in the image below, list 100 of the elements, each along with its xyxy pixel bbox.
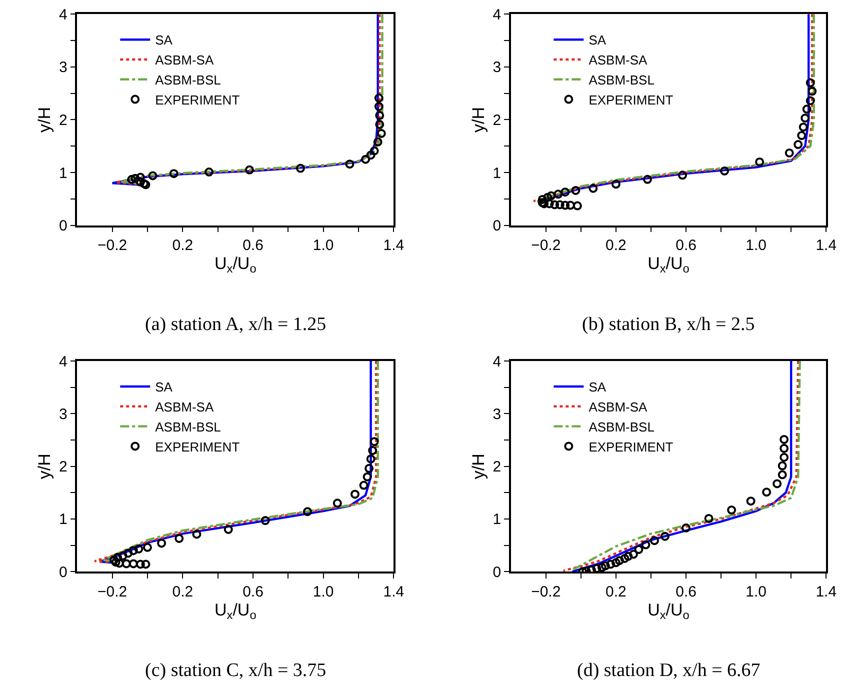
x-axis-title: U$_{x}$/U$_{o}$ <box>648 600 690 622</box>
point <box>350 490 360 499</box>
point <box>555 200 564 210</box>
point <box>148 171 158 180</box>
point <box>794 140 803 150</box>
point <box>136 560 145 569</box>
point <box>368 446 378 456</box>
y-tick-label: 1 <box>492 164 502 182</box>
y-tick-label: 1 <box>59 164 68 182</box>
point <box>800 114 810 123</box>
point <box>806 96 815 106</box>
text: (a) station A, x/h = 1.25 <box>145 314 326 335</box>
y-axis-title: y/H <box>35 106 54 132</box>
point <box>359 480 368 490</box>
point <box>118 551 128 560</box>
y-tick-label: 3 <box>59 406 68 423</box>
y-tick-label: 0 <box>59 564 68 581</box>
text: (d) station D, x/h = 6.67 <box>577 660 760 681</box>
point <box>376 128 386 138</box>
point <box>802 104 812 114</box>
point <box>772 479 782 488</box>
point <box>364 464 374 473</box>
legend-label: EXPERIMENT <box>155 439 240 454</box>
point <box>597 562 606 572</box>
legend-label: EXPERIMENT <box>588 439 674 454</box>
point <box>746 496 756 506</box>
y-tick-label: 3 <box>59 59 68 76</box>
y-tick-label: 4 <box>59 353 68 370</box>
x-tick-label: 0.2 <box>172 583 194 600</box>
y-tick-label: 4 <box>492 6 502 24</box>
x-tick-label: −0.2 <box>531 583 561 600</box>
point <box>778 461 787 470</box>
point <box>374 94 384 103</box>
y-tick-label: 4 <box>492 353 502 370</box>
point <box>560 200 570 210</box>
point <box>141 180 150 190</box>
point <box>134 544 144 554</box>
point <box>780 444 789 453</box>
point <box>303 507 312 516</box>
point <box>375 120 384 129</box>
point <box>762 488 772 497</box>
x-axis-title: U$_{x}$/U$_{o}$ <box>648 254 690 276</box>
point <box>727 506 736 515</box>
point <box>808 86 817 96</box>
legend-label: SA <box>155 380 173 395</box>
x-tick-label: 0.6 <box>676 237 696 254</box>
x-tick-label: 0.6 <box>242 237 264 254</box>
point <box>571 186 580 195</box>
point <box>641 540 650 550</box>
point <box>375 110 384 120</box>
legend-label: EXPERIMENT <box>588 92 674 108</box>
point <box>780 452 789 462</box>
legend-label: ASBM-SA <box>588 52 648 68</box>
x-tick-label: 1.0 <box>746 237 767 254</box>
point <box>244 165 254 174</box>
point <box>704 514 714 523</box>
y-axis-title: y/H <box>35 454 54 480</box>
point <box>128 546 138 556</box>
legend-label: ASBM-SA <box>155 399 214 414</box>
point <box>169 169 178 178</box>
point <box>296 164 305 173</box>
point <box>566 200 575 210</box>
point <box>141 560 150 569</box>
point <box>366 454 376 464</box>
point <box>538 194 547 204</box>
point <box>373 137 382 146</box>
point <box>784 148 794 158</box>
y-tick-label: 0 <box>492 218 502 235</box>
point <box>660 532 670 541</box>
x-tick-label: 0.2 <box>606 583 626 600</box>
point <box>142 542 152 552</box>
point <box>620 554 630 563</box>
x-tick-label: 0.6 <box>676 583 696 600</box>
x-tick-label: 1.4 <box>383 237 404 254</box>
point <box>624 552 633 561</box>
point <box>157 538 166 548</box>
x-tick-label: 1.0 <box>746 583 767 600</box>
point <box>778 470 787 480</box>
point <box>611 180 620 189</box>
x-tick-label: 0.6 <box>242 583 264 600</box>
y-tick-label: 2 <box>492 458 502 476</box>
point <box>174 534 184 543</box>
legend-label: SA <box>155 32 173 48</box>
point <box>614 556 624 566</box>
point <box>634 545 644 554</box>
y-tick-label: 1 <box>59 511 68 528</box>
text: (b) station B, x/h = 2.5 <box>582 314 755 335</box>
point <box>128 559 138 568</box>
x-tick-label: 1.4 <box>816 237 837 254</box>
y-axis-title: y/H <box>468 454 488 480</box>
point <box>780 434 789 444</box>
point <box>606 560 616 569</box>
point <box>554 190 563 199</box>
y-axis-title: y/H <box>468 106 488 132</box>
legend-label: ASBM-BSL <box>155 419 221 434</box>
x-axis-title: U$_{x}$/U$_{o}$ <box>214 600 257 622</box>
y-tick-label: 3 <box>492 406 502 423</box>
point <box>806 78 815 88</box>
x-tick-label: −0.2 <box>97 237 128 254</box>
point <box>546 191 556 200</box>
